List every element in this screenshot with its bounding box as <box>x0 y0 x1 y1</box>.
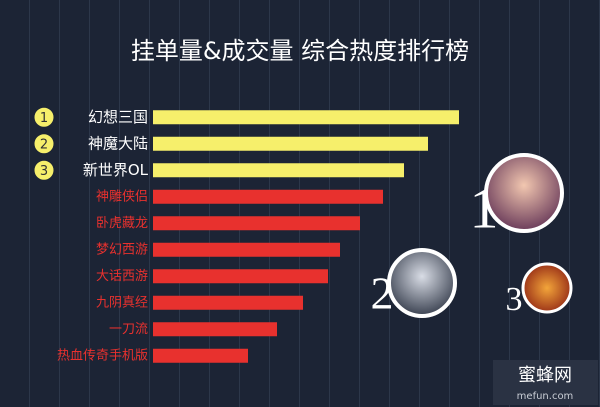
bar <box>153 110 459 125</box>
watermark-box <box>493 360 598 405</box>
watermark-site: mefun.com <box>517 391 574 402</box>
avatar <box>521 262 573 314</box>
rank-badge <box>33 133 55 155</box>
avatar <box>387 248 457 318</box>
bar <box>153 295 303 310</box>
category-label: 神魔大陆 <box>88 134 148 152</box>
category-label: 大话西游 <box>96 269 148 284</box>
rank-badge <box>33 159 55 181</box>
bar <box>153 216 360 231</box>
bar <box>153 136 428 151</box>
rank-number: 2 <box>371 268 394 319</box>
category-label: 卧虎藏龙 <box>96 216 148 231</box>
rank-badge-label: 1 <box>40 111 48 126</box>
bar <box>153 189 383 204</box>
category-label: 神雕侠侣 <box>96 189 148 204</box>
bar <box>153 163 404 178</box>
rank-badge-label: 2 <box>40 137 48 152</box>
bar <box>153 269 328 284</box>
category-label: 幻想三国 <box>88 108 148 126</box>
rank-number: 1 <box>470 175 499 240</box>
category-label: 九阴真经 <box>96 295 148 310</box>
rank-number: 3 <box>506 281 523 318</box>
watermark: 蜜蜂网 <box>518 365 572 386</box>
bar <box>153 348 248 363</box>
rank-badge <box>33 106 55 128</box>
category-label: 梦幻西游 <box>96 242 148 257</box>
bar <box>153 322 277 337</box>
category-label: 一刀流 <box>109 322 148 337</box>
bar <box>153 242 340 257</box>
category-label: 热血传奇手机版 <box>57 347 148 363</box>
rank-badge-label: 3 <box>40 164 48 179</box>
avatar <box>484 153 564 233</box>
category-label: 新世界OL <box>83 161 149 179</box>
chart-title: 挂单量&成交量 综合热度排行榜 <box>131 37 469 65</box>
